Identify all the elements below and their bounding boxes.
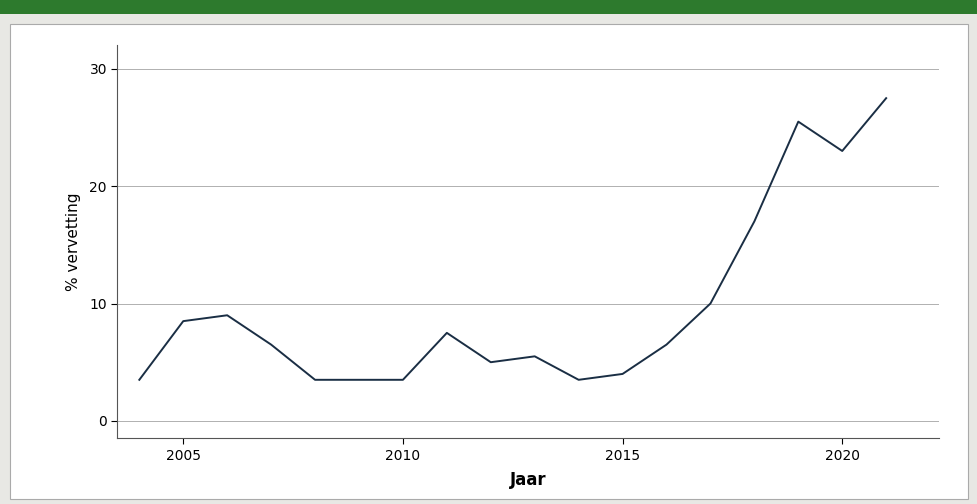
Y-axis label: % vervetting: % vervetting [65,193,81,291]
X-axis label: Jaar: Jaar [509,471,546,489]
